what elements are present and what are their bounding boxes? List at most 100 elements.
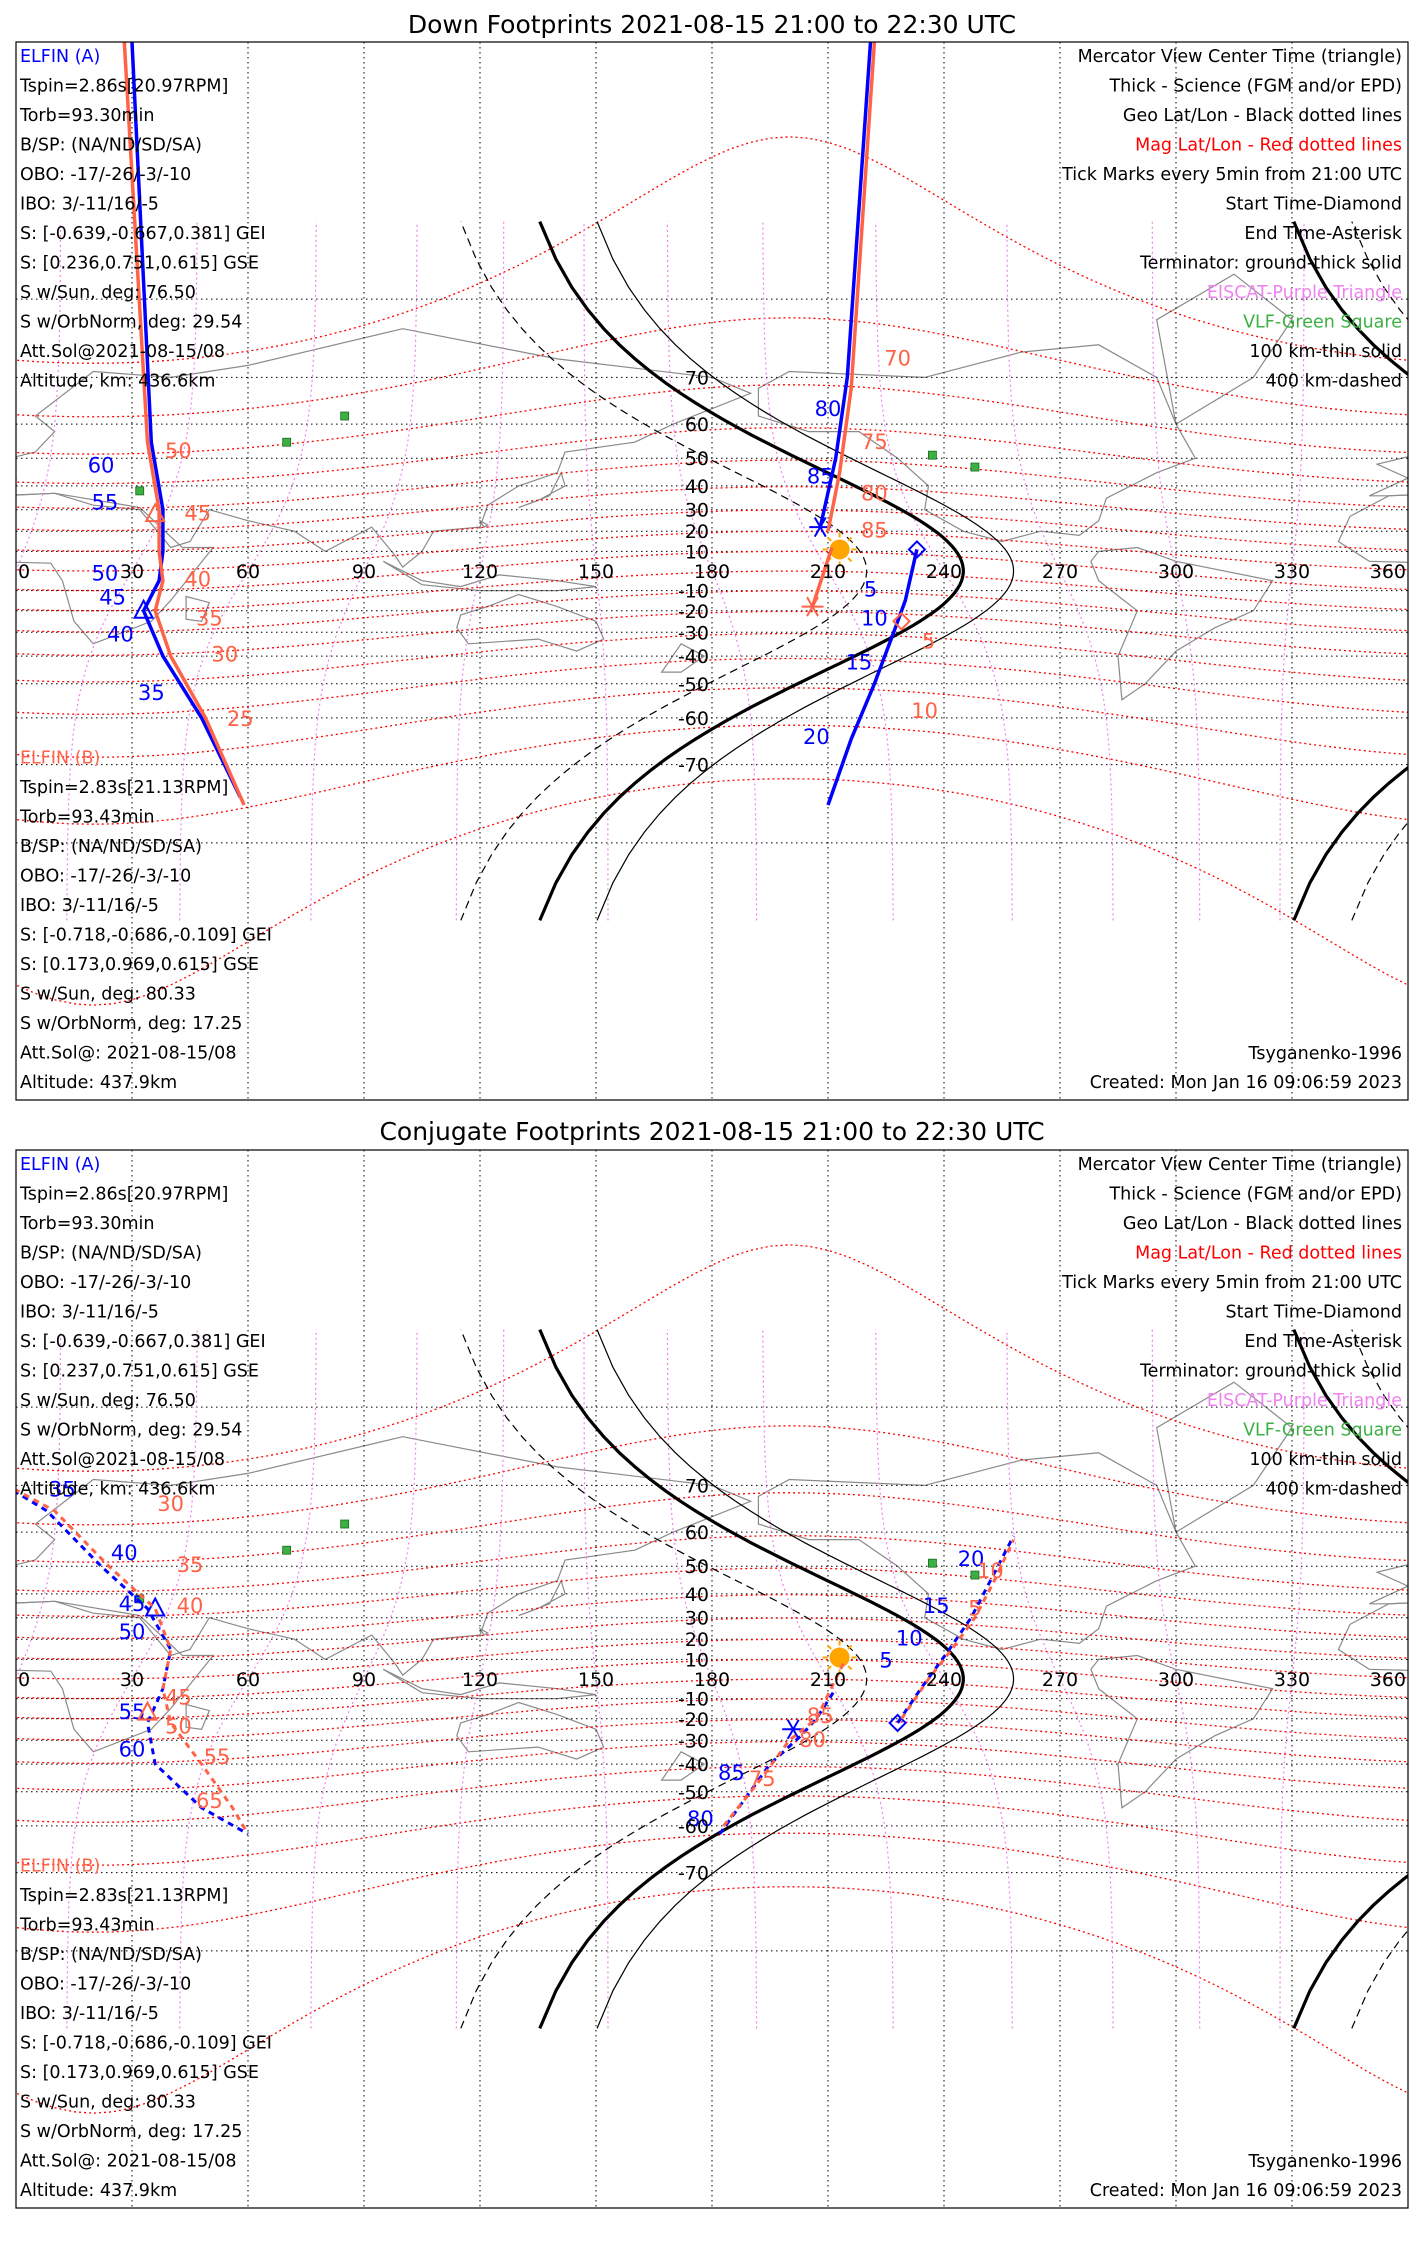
- track-time-tick: 10: [896, 1626, 923, 1650]
- coastline: [16, 1436, 753, 1676]
- center-time-triangle: [144, 1596, 166, 1617]
- mag-longitude-line: [666, 221, 758, 921]
- vlf-station-marker: [135, 486, 145, 496]
- lat-tick-label: -20: [678, 1709, 709, 1731]
- mag-longitude-line: [583, 1329, 609, 2029]
- sun-ray: [847, 557, 853, 563]
- mag-latitude-line: [16, 1244, 1408, 1472]
- end-asterisk-marker: [786, 1719, 800, 1740]
- created-timestamp: Created: Mon Jan 16 09:06:59 2023: [1090, 1073, 1402, 1093]
- legend-entry: Geo Lat/Lon - Black dotted lines: [1123, 106, 1402, 126]
- map-area: 3540455055603035404550556585807580855101…: [16, 1150, 1408, 2208]
- coastline: [478, 1627, 489, 1636]
- mag-latitude-line: [16, 486, 1408, 532]
- lon-tick-label: 360: [1370, 1669, 1406, 1691]
- sun-icon: [829, 1647, 850, 1668]
- mag-longitude-line: [1151, 1329, 1201, 2029]
- legend-entry: 100 km-thin solid: [1249, 1450, 1402, 1470]
- track-time-tick: 80: [815, 397, 842, 421]
- track-time-tick: 15: [846, 650, 873, 674]
- track-time-tick: 80: [799, 1728, 826, 1752]
- elfin-a-info-line: IBO: 3/-11/16/-5: [20, 1303, 159, 1323]
- elfin-b-info-line: S: [0.173,0.969,0.615] GSE: [20, 2063, 259, 2083]
- track-time-tick: 70: [884, 346, 911, 370]
- coastline: [660, 643, 706, 673]
- track-time-tick: 5: [864, 578, 877, 602]
- coastline: [456, 1701, 605, 1760]
- legend-entry: Mercator View Center Time (triangle): [1078, 47, 1402, 67]
- track-time-tick: 10: [977, 1559, 1004, 1583]
- panel-title: Conjugate Footprints 2021-08-15 21:00 to…: [379, 1117, 1044, 1146]
- mag-latitude-line: [16, 1492, 1408, 1563]
- coastline: [1090, 546, 1274, 701]
- elfin-b-info-line: OBO: -17/-26/-3/-10: [20, 867, 191, 887]
- lat-tick-label: 60: [685, 414, 709, 436]
- elfin-b-info-line: Torb=93.43min: [19, 808, 155, 828]
- elfin-b-info-line: Att.Sol@: 2021-08-15/08: [20, 1044, 236, 1064]
- elfin-a-header: ELFIN (A): [20, 47, 100, 67]
- elfin-a-info-line: Att.Sol@2021-08-15/08: [20, 1450, 225, 1470]
- lat-tick-label: 40: [685, 1584, 709, 1606]
- elfin-a-info-line: Tspin=2.86s[20.97RPM]: [19, 1185, 228, 1205]
- lat-tick-label: -40: [678, 1754, 709, 1776]
- elfin-a-info-line: Altitude, km: 436.6km: [20, 372, 215, 392]
- lon-tick-label: 120: [462, 561, 498, 583]
- legend-entry: 100 km-thin solid: [1249, 342, 1402, 362]
- lon-tick-label: 0: [18, 1669, 30, 1691]
- model-label: Tsyganenko-1996: [1248, 2152, 1402, 2172]
- sun-ray: [847, 1644, 853, 1650]
- legend-entry: Tick Marks every 5min from 21:00 UTC: [1061, 165, 1402, 185]
- terminator-ground: [538, 1328, 965, 2030]
- vlf-station-marker: [340, 1519, 350, 1529]
- legend-entry: VLF-Green Square: [1243, 1421, 1402, 1441]
- elfin-a-info-line: B/SP: (NA/ND/SD/SA): [20, 136, 202, 156]
- elfin-a-info-line: IBO: 3/-11/16/-5: [20, 195, 159, 215]
- lon-tick-label: 240: [926, 1669, 962, 1691]
- legend-entry: Terminator: ground-thick solid: [1139, 1362, 1402, 1382]
- mag-latitude-line: [16, 1638, 1408, 1680]
- created-timestamp: Created: Mon Jan 16 09:06:59 2023: [1090, 2181, 1402, 2201]
- mag-latitude-line: [16, 570, 1408, 612]
- coastline: [1090, 1654, 1274, 1809]
- elfin-b-header: ELFIN (B): [20, 1857, 100, 1877]
- elfin-a-info-line: Altitude, km: 436.6km: [20, 1480, 215, 1500]
- legend-entry: End Time-Asterisk: [1244, 1332, 1402, 1352]
- legend-entry: End Time-Asterisk: [1244, 224, 1402, 244]
- mag-latitude-line: [16, 136, 1408, 364]
- lat-tick-label: 50: [685, 1556, 709, 1578]
- lat-tick-label: 50: [685, 448, 709, 470]
- legend-entry: Start Time-Diamond: [1226, 195, 1402, 215]
- mag-latitude-line: [16, 1617, 1408, 1660]
- mag-longitude-line: [875, 1329, 1013, 2029]
- end-asterisk-marker: [806, 596, 819, 617]
- track-time-tick: 85: [718, 1761, 745, 1785]
- map-area: 8085510152070758085510556050454035504540…: [16, 42, 1408, 1100]
- legend-entry: Mag Lat/Lon - Red dotted lines: [1135, 136, 1402, 156]
- elfin-b-info-line: Altitude: 437.9km: [20, 1073, 177, 1093]
- track-time-tick: 15: [923, 1594, 950, 1618]
- center-time-triangle: [132, 598, 155, 619]
- legend-entry: 400 km-dashed: [1266, 372, 1402, 392]
- track-time-tick: 80: [687, 1807, 714, 1831]
- coastline: [185, 1703, 211, 1730]
- track-time-tick: 85: [807, 1704, 834, 1728]
- lon-tick-label: 90: [352, 1669, 376, 1691]
- lon-tick-label: 60: [236, 1669, 260, 1691]
- panel-title: Down Footprints 2021-08-15 21:00 to 22:3…: [408, 10, 1016, 39]
- elfin-b-header: ELFIN (B): [20, 749, 100, 769]
- vlf-station-marker: [970, 1570, 980, 1580]
- sun-ray: [847, 1665, 853, 1671]
- vlf-station-marker: [282, 1545, 292, 1555]
- map-frame: [15, 1149, 1409, 2209]
- coastline: [1156, 273, 1293, 426]
- coastline: [478, 519, 489, 528]
- mag-longitude-line: [16, 1329, 62, 1681]
- lat-tick-label: -50: [678, 1782, 709, 1804]
- sun-ray: [826, 1665, 832, 1671]
- legend-entry: Thick - Science (FGM and/or EPD): [1108, 1185, 1402, 1205]
- mag-latitude-line: [16, 1718, 1408, 1764]
- sun-ray: [826, 536, 832, 542]
- elfin-a-info-line: S w/OrbNorm, deg: 29.54: [20, 1421, 242, 1441]
- elfin-a-info-line: OBO: -17/-26/-3/-10: [20, 165, 191, 185]
- track-time-tick: 40: [184, 568, 211, 592]
